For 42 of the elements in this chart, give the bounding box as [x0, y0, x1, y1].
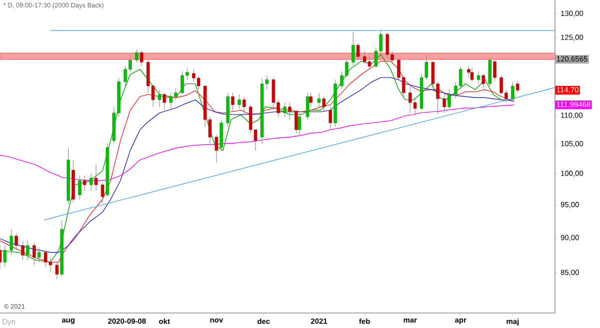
candlestick [90, 172, 93, 192]
candlestick [352, 32, 355, 66]
candlestick [242, 96, 246, 114]
candlestick [470, 67, 474, 82]
candlestick [493, 60, 496, 81]
candlestick [476, 71, 480, 84]
candlestick [309, 92, 312, 108]
candlestick [37, 247, 41, 262]
candlestick [55, 262, 59, 280]
candlestick [21, 240, 24, 260]
candlestick [516, 80, 520, 93]
candlestick [214, 134, 218, 164]
candlestick [78, 175, 82, 200]
candlestick [482, 73, 486, 89]
candlestick [467, 65, 470, 78]
candlestick [14, 232, 18, 251]
candlestick [306, 92, 310, 120]
candlestick [328, 106, 332, 130]
candlestick [135, 49, 138, 62]
candlestick [238, 94, 241, 109]
candlestick [322, 96, 326, 112]
candlestick [83, 175, 86, 192]
candlestick [140, 50, 144, 67]
candlestick [162, 92, 166, 110]
candlestick [32, 242, 36, 266]
candlestick [356, 42, 360, 60]
candlestick [10, 228, 14, 256]
candlestick [488, 58, 492, 86]
candlestick [158, 89, 162, 108]
candlestick [442, 94, 446, 114]
candlestick [288, 102, 292, 120]
candlestick [3, 245, 6, 268]
candlestick [294, 110, 298, 134]
candlestick [26, 240, 30, 260]
candlestick [511, 81, 514, 100]
candlestick [317, 92, 321, 108]
candlestick [298, 112, 302, 136]
candlestick [283, 102, 286, 118]
candlestick [448, 89, 451, 109]
candlestick [231, 92, 234, 112]
candlestick [94, 164, 98, 192]
candlestick [100, 182, 104, 204]
